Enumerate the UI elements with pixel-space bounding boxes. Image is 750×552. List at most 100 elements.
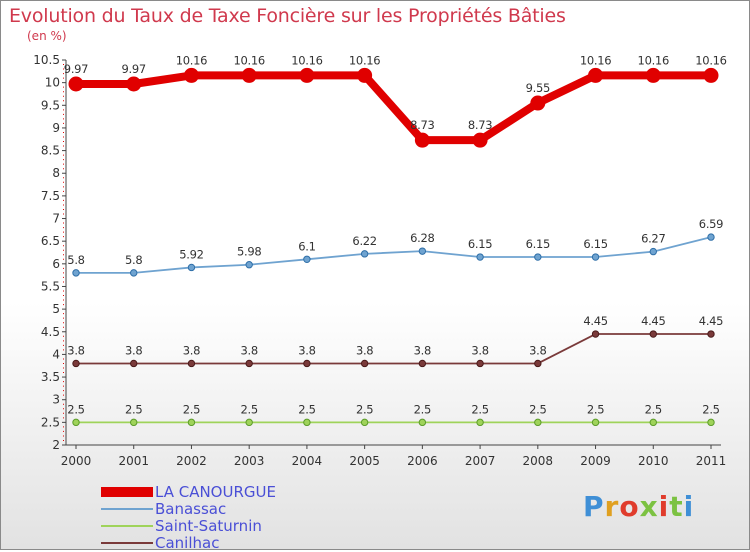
data-point [303,418,311,427]
data-label: 10.16 [176,53,207,67]
chart-title: Evolution du Taux de Taxe Foncière sur l… [9,5,566,27]
y-tick-label: 7.5 [41,189,60,203]
data-point [418,418,427,427]
logo-letter: o [619,490,640,523]
data-point [476,253,484,261]
data-point [187,359,196,368]
logo-letter: i [658,490,670,523]
data-label: 3.8 [414,343,431,357]
data-label: 2.5 [356,402,373,416]
y-tick-label: 4.5 [41,325,60,339]
data-label: 6.28 [410,231,434,245]
data-point [357,67,373,83]
legend-label: Saint-Saturnin [155,517,262,535]
data-point [130,418,138,427]
data-point [126,76,142,92]
legend-swatch [101,487,153,497]
data-label: 10.16 [580,53,611,67]
data-label: 9.97 [64,62,88,76]
data-point [534,359,542,368]
y-tick-label: 4 [52,347,60,361]
y-tick-label: 9.5 [41,98,60,112]
logo-letter: P [583,490,605,523]
data-point [187,418,196,427]
data-label: 2.5 [298,402,315,416]
proxiti-logo: Proxiti [583,490,694,523]
data-label: 3.8 [67,343,84,357]
data-label: 5.8 [67,253,84,267]
y-tick-label: 10.5 [33,53,60,67]
data-label: 2.5 [125,402,142,416]
x-tick-label: 2000 [61,454,92,468]
data-label: 10.16 [349,53,380,67]
x-tick-label: 2008 [523,454,554,468]
y-tick-label: 8 [52,166,60,180]
data-label: 2.5 [471,402,488,416]
data-label: 4.45 [641,314,665,328]
y-tick-label: 2 [52,438,60,452]
data-label: 8.73 [468,118,492,132]
data-point [72,269,80,277]
y-tick-label: 9 [52,121,60,135]
data-point [649,418,657,427]
data-point [534,418,542,427]
data-label: 6.15 [526,237,550,251]
data-point [245,418,253,427]
data-label: 3.8 [125,343,142,357]
data-label: 2.5 [702,402,719,416]
x-tick-label: 2003 [234,454,265,468]
data-label: 10.16 [695,53,726,67]
data-label: 3.8 [529,343,546,357]
data-label: 6.27 [641,232,665,246]
data-point [707,233,715,241]
data-label: 5.92 [179,247,203,261]
data-label: 6.59 [699,217,723,231]
y-tick-label: 6.5 [41,234,60,248]
x-tick-label: 2007 [465,454,496,468]
logo-letter: i [683,490,695,523]
chart-subtitle: (en %) [27,29,67,43]
data-point [245,261,253,269]
x-tick-label: 2011 [696,454,727,468]
data-label: 2.5 [529,402,546,416]
data-point [649,247,657,256]
data-label: 9.55 [526,81,550,95]
series-line-banassac [75,236,712,274]
data-label: 5.8 [125,253,142,267]
y-tick-label: 7 [52,212,60,226]
data-label: 10.16 [638,53,669,67]
data-label: 2.5 [240,402,257,416]
y-tick-label: 3.5 [41,370,60,384]
y-tick-label: 6 [52,257,60,271]
data-label: 2.5 [587,402,604,416]
data-point [130,269,138,277]
data-label: 4.45 [583,314,607,328]
data-point [68,76,84,92]
y-tick-label: 8.5 [41,144,60,158]
x-tick-label: 2009 [580,454,611,468]
x-tick-label: 2010 [638,454,669,468]
data-point [418,359,427,368]
data-point [241,67,257,83]
data-label: 9.97 [122,62,146,76]
data-point [645,67,661,83]
data-label: 10.16 [291,53,322,67]
data-point [72,418,80,427]
data-point [360,359,369,368]
data-label: 3.8 [356,343,373,357]
data-point [476,359,484,368]
logo-letter: r [604,490,620,523]
data-point [130,359,138,368]
legend-swatch [101,542,153,544]
legend-label: Banassac [155,500,227,518]
data-point [707,418,715,427]
data-point [245,359,253,368]
y-tick-label: 3 [52,393,60,407]
data-label: 3.8 [240,343,257,357]
logo-letter: t [669,490,684,523]
data-label: 2.5 [67,402,84,416]
data-label: 5.98 [237,245,261,259]
data-point [418,247,427,255]
data-label: 6.15 [583,237,607,251]
data-label: 2.5 [414,402,431,416]
